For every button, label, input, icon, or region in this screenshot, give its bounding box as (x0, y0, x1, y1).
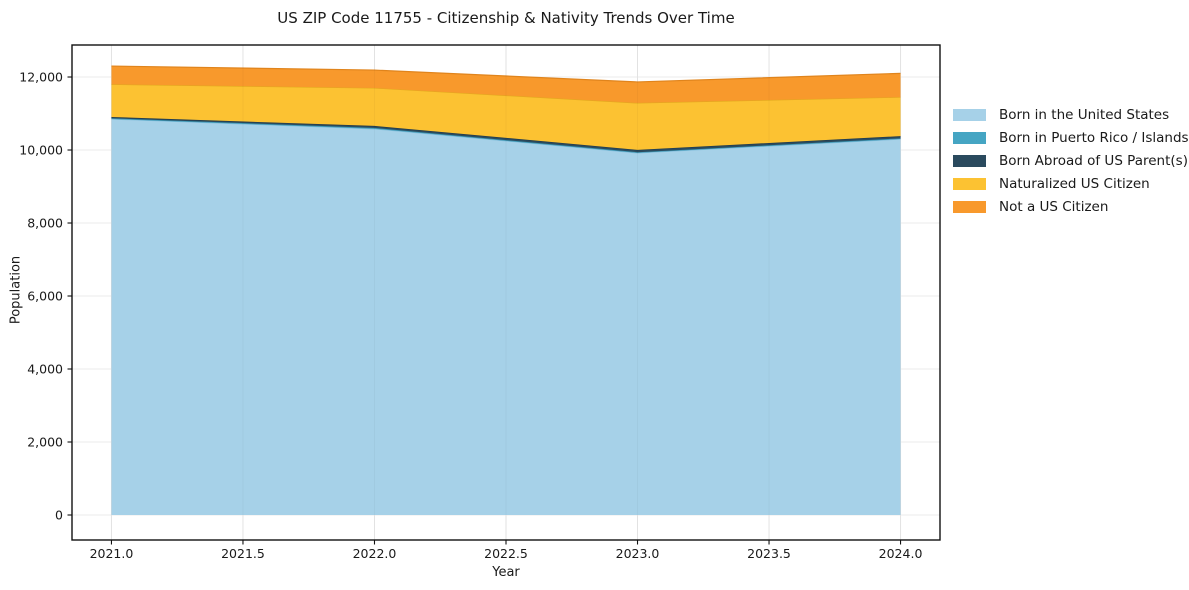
area-not-a-us-citizen (111, 66, 901, 103)
x-tick-label: 2023.5 (747, 546, 791, 561)
y-axis-label: Population (8, 255, 24, 325)
chart-title: US ZIP Code 11755 - Citizenship & Nativi… (277, 9, 735, 27)
legend-swatch (953, 108, 986, 121)
x-tick-label: 2021.0 (90, 546, 134, 561)
y-tick-label: 6,000 (27, 289, 63, 304)
legend-swatch (953, 200, 986, 213)
legend-label: Not a US Citizen (999, 198, 1109, 215)
legend-item-born-in-puerto-rico-islands[interactable]: Born in Puerto Rico / Islands (953, 126, 1189, 149)
legend: Born in the United States Born in Puerto … (953, 103, 1189, 218)
y-tick-label: 8,000 (27, 216, 63, 231)
legend-swatch (953, 177, 986, 190)
legend-item-not-a-us-citizen[interactable]: Not a US Citizen (953, 195, 1189, 218)
y-tick-label: 4,000 (27, 362, 63, 377)
legend-item-born-in-the-united-states[interactable]: Born in the United States (953, 103, 1189, 126)
legend-swatch (953, 131, 986, 144)
area-born-in-the-united-states (111, 118, 901, 515)
x-tick-label: 2022.5 (484, 546, 528, 561)
legend-label: Born in the United States (999, 106, 1170, 123)
area-edge-not-a-us-citizen (111, 65, 901, 83)
x-tick-label: 2022.0 (353, 546, 397, 561)
legend-item-born-abroad-of-us-parent-s[interactable]: Born Abroad of US Parent(s) (953, 149, 1189, 172)
area-born-abroad-of-us-parent-s (111, 116, 901, 153)
legend-label: Naturalized US Citizen (999, 175, 1150, 192)
legend-swatch (953, 154, 986, 167)
legend-label: Born Abroad of US Parent(s) (999, 152, 1188, 169)
legend-label: Born in Puerto Rico / Islands (999, 129, 1189, 146)
area-naturalized-us-citizen (111, 84, 901, 150)
legend-item-naturalized-us-citizen[interactable]: Naturalized US Citizen (953, 172, 1189, 195)
y-tick-label: 12,000 (19, 70, 63, 85)
x-tick-label: 2023.0 (616, 546, 660, 561)
x-tick-label: 2021.5 (221, 546, 265, 561)
y-tick-label: 0 (55, 507, 63, 522)
y-tick-label: 10,000 (19, 143, 63, 158)
x-tick-label: 2024.0 (879, 546, 923, 561)
x-axis-label: Year (492, 565, 520, 580)
y-tick-label: 2,000 (27, 435, 63, 450)
